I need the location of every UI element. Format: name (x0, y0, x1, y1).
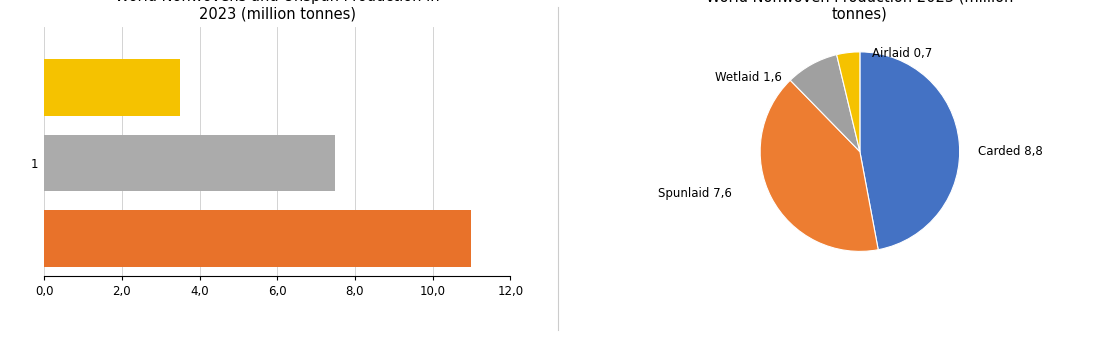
Bar (44, 59, 180, 116)
Wedge shape (837, 52, 860, 152)
Text: Wetlaid 1,6: Wetlaid 1,6 (715, 71, 782, 84)
Bar (44, 135, 336, 191)
Wedge shape (790, 55, 860, 152)
Text: Airlaid 0,7: Airlaid 0,7 (872, 47, 932, 60)
Bar (44, 210, 471, 267)
Text: Spunlaid 7,6: Spunlaid 7,6 (658, 187, 732, 200)
Wedge shape (761, 80, 878, 251)
Title: World Nonwovens and Unspun Production in
2023 (million tonnes): World Nonwovens and Unspun Production in… (115, 0, 439, 22)
Wedge shape (860, 52, 959, 250)
Text: Carded 8,8: Carded 8,8 (978, 145, 1042, 158)
Title: World Nonwoven Production 2023 (million
tonnes): World Nonwoven Production 2023 (million … (707, 0, 1013, 22)
